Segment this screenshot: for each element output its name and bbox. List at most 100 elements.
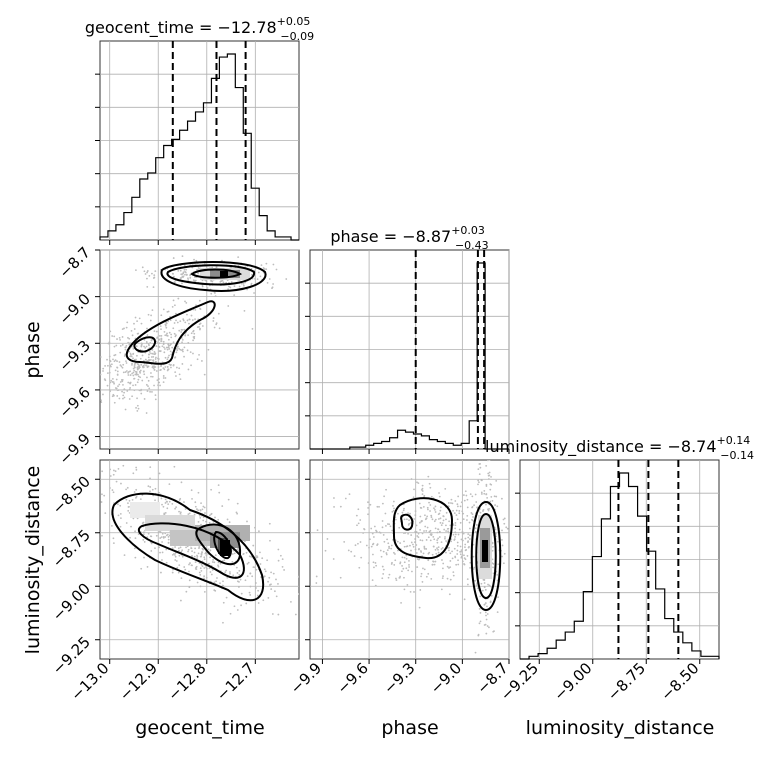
- sample-point: [132, 367, 135, 370]
- sample-point: [496, 540, 499, 543]
- sample-point: [490, 475, 492, 478]
- sample-point: [267, 580, 269, 583]
- sample-point: [487, 474, 490, 477]
- sample-point: [160, 334, 163, 337]
- sample-point: [198, 514, 201, 517]
- y-tick-label: −9.6: [56, 383, 94, 421]
- sample-point: [164, 324, 167, 327]
- sample-point: [215, 580, 217, 583]
- sample-point: [403, 545, 406, 548]
- sample-point: [238, 573, 241, 576]
- sample-point: [444, 536, 446, 538]
- sample-point: [418, 502, 421, 505]
- sample-point: [263, 568, 266, 571]
- sample-point: [460, 538, 463, 541]
- sample-point: [236, 572, 239, 574]
- sample-point: [188, 579, 191, 582]
- sample-point: [109, 475, 112, 477]
- sample-point: [357, 542, 359, 545]
- sample-point: [136, 404, 139, 407]
- sample-point: [429, 539, 432, 542]
- sample-point: [478, 622, 481, 625]
- sample-point: [163, 351, 166, 354]
- sample-point: [271, 286, 274, 289]
- sample-point: [153, 276, 156, 279]
- hist-panel-luminosity_distance: luminosity_distance = −8.74+0.14 −0.14: [485, 434, 754, 664]
- sample-point: [367, 477, 370, 480]
- sample-point: [146, 277, 148, 280]
- sample-point: [275, 268, 278, 271]
- sample-point: [456, 544, 459, 547]
- sample-point: [170, 333, 173, 336]
- sample-point: [488, 584, 491, 587]
- sample-point: [66, 379, 68, 381]
- sample-point: [123, 396, 126, 399]
- sample-point: [381, 502, 384, 505]
- sample-point: [233, 294, 236, 296]
- sample-point: [385, 552, 388, 554]
- sample-point: [416, 558, 419, 560]
- sample-point: [172, 299, 175, 302]
- sample-point: [147, 356, 150, 359]
- sample-point: [449, 524, 452, 527]
- sample-point: [174, 554, 176, 556]
- sample-point: [184, 568, 187, 571]
- sample-point: [125, 498, 128, 501]
- sample-point: [466, 519, 468, 521]
- sample-point: [386, 538, 388, 541]
- sample-point: [458, 512, 461, 515]
- sample-point: [477, 483, 479, 486]
- sample-point: [140, 363, 143, 366]
- sample-point: [458, 528, 461, 531]
- sample-point: [382, 534, 385, 536]
- sample-point: [433, 563, 436, 566]
- sample-point: [165, 548, 168, 551]
- sample-point: [248, 591, 251, 594]
- sample-point: [353, 555, 356, 557]
- sample-point: [152, 286, 155, 288]
- sample-point: [137, 365, 140, 368]
- sample-point: [390, 547, 393, 550]
- sample-point: [367, 513, 369, 516]
- x-tick-label: −9.0: [427, 659, 465, 697]
- sample-point: [441, 546, 444, 549]
- sample-point: [202, 519, 205, 522]
- sample-point: [212, 317, 215, 319]
- sample-point: [362, 532, 365, 534]
- sample-point: [167, 344, 170, 347]
- sample-point: [167, 538, 170, 541]
- sample-point: [466, 578, 469, 581]
- sample-point: [173, 332, 176, 335]
- sample-point: [250, 282, 253, 285]
- sample-point: [425, 548, 428, 550]
- sample-point: [118, 397, 121, 400]
- sample-point: [141, 379, 144, 382]
- sample-point: [167, 320, 170, 323]
- sample-point: [135, 495, 138, 498]
- sample-point: [122, 383, 124, 386]
- sample-point: [117, 503, 119, 506]
- sample-point: [430, 516, 433, 519]
- sample-point: [153, 369, 156, 371]
- sample-point: [194, 279, 197, 282]
- sample-point: [236, 609, 239, 611]
- sample-point: [233, 605, 236, 608]
- x-tick-label: −12.9: [116, 659, 161, 704]
- sample-point: [227, 305, 230, 307]
- sample-point: [178, 347, 180, 350]
- sample-point: [467, 533, 470, 536]
- sample-point: [426, 515, 429, 518]
- sample-point: [194, 561, 197, 564]
- sample-point: [442, 519, 445, 522]
- sample-point: [174, 281, 176, 284]
- sample-point: [449, 578, 452, 581]
- sample-point: [297, 575, 299, 578]
- contour-line: [400, 513, 414, 531]
- sample-point: [198, 354, 200, 356]
- sample-point: [142, 533, 145, 536]
- sample-point: [433, 520, 436, 523]
- sample-point: [418, 606, 421, 609]
- sample-point: [385, 525, 387, 527]
- sample-point: [120, 379, 123, 381]
- sample-point: [110, 363, 113, 366]
